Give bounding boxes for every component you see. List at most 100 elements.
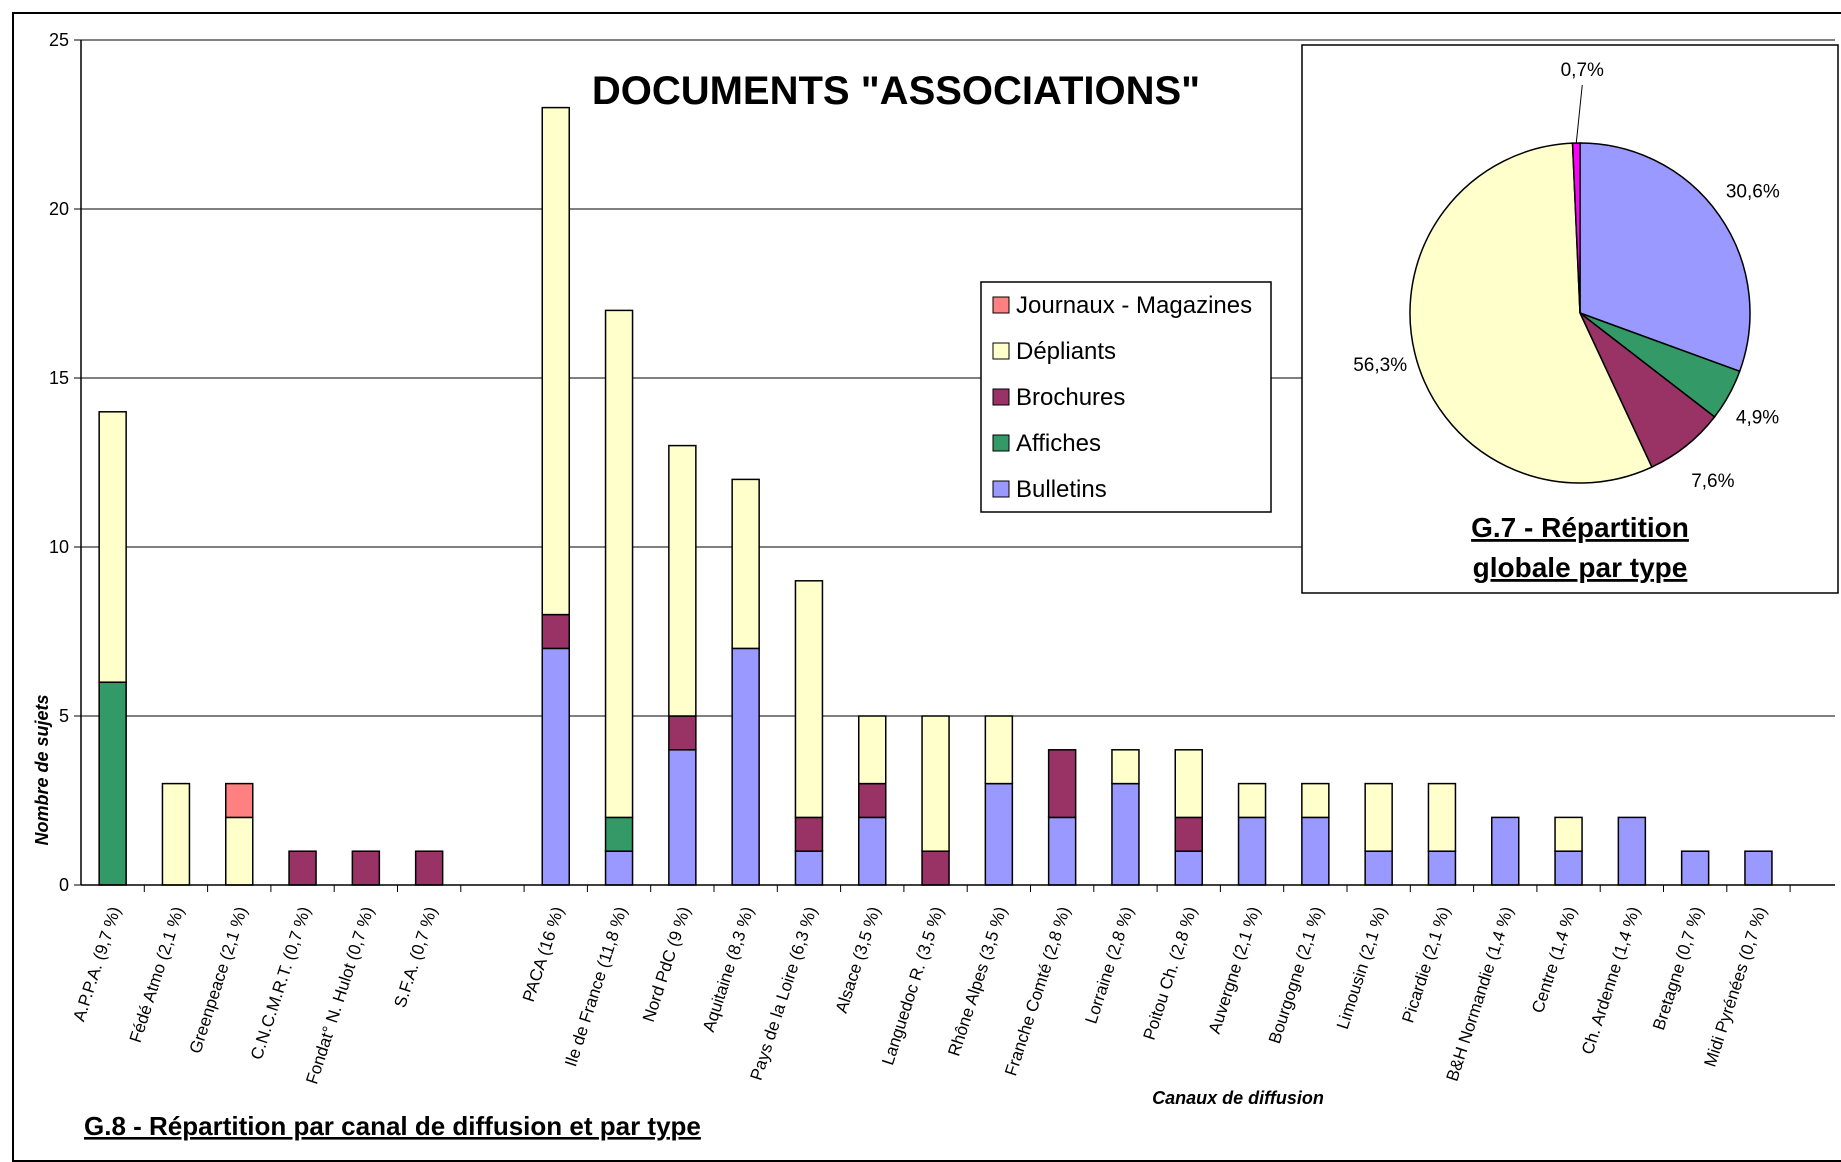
bars [98,106,1773,886]
x-category-label: C.N.C.M.R.T. (0,7 %) [247,904,314,1062]
legend-label: Brochures [1016,384,1125,411]
x-category-label: Languedoc R. (3,5 %) [878,904,947,1067]
legend-swatch [992,296,1010,314]
bar-segment-bulletins [1491,816,1520,886]
bar-segment-bulletins [604,850,634,886]
bar-segment-bulletins [731,647,760,886]
bar-segment-brochures [351,850,381,886]
legend-label: Affiches [1016,430,1101,457]
bar-segment-depliants [1364,782,1393,852]
bar-segment-journaux [225,782,254,819]
bar-segment-brochures [794,816,824,852]
pie-panel: 30,6% 4,9% 7,6% 56,3% 0,7% G.7 - Répartition… [1301,44,1839,594]
bar-segment-bulletins [1111,782,1140,886]
x-category-label: Picardie (2,1 %) [1398,904,1453,1025]
y-tick-label: 15 [49,368,69,388]
bar-segment-depliants [1174,749,1203,819]
bar-segment-brochures [858,782,887,819]
g7-caption-line2: globale par type [1473,552,1688,583]
y-tick-label: 25 [49,30,69,50]
bar-segment-bulletins [1174,850,1203,886]
bar-segment-depliants [1427,782,1457,852]
bar-segment-depliants [1301,782,1330,819]
bar-segment-affiches [98,681,127,886]
bar-segment-depliants [858,715,887,785]
x-category-label: B&H Normandie (1,4 %) [1443,904,1517,1083]
chart-title: DOCUMENTS "ASSOCIATIONS" [592,69,1200,113]
bar-segment-bulletins [541,647,570,886]
pie-data-label: 30,6% [1726,181,1780,202]
bar-segment-bulletins [1427,850,1457,886]
pie-data-label: 7,6% [1691,471,1734,492]
x-category-label: Bourgogne (2,1 %) [1265,904,1327,1046]
bar-segment-depliants [984,715,1014,785]
bar-segment-brochures [1047,749,1077,819]
legend-label: Journaux - Magazines [1016,292,1252,319]
bar-segment-bulletins [1237,816,1267,886]
y-tick-label: 0 [59,875,69,895]
bar-segment-affiches [604,816,634,852]
x-category-label: Pays de la Loire (6,3 %) [747,904,821,1082]
x-category-label: Poitou Ch. (2,8 %) [1140,904,1201,1042]
bar-segment-brochures [668,715,697,751]
bar-segment-bulletins [984,782,1014,886]
x-category-label: Franche Comté (2,8 %) [1001,904,1074,1078]
y-tick-labels: 0 5 10 15 20 25 [49,30,69,895]
x-category-label: Alsace (3,5 %) [832,904,884,1015]
x-category-label: Midi Pyrénées (0,7 %) [1701,904,1771,1069]
x-category-label: Fédé Atmo (2,1 %) [126,904,188,1045]
x-category-label: Bretagne (0,7 %) [1649,904,1707,1032]
bar-segment-depliants [1237,782,1267,819]
x-category-label: S.F.A. (0,7 %) [390,904,440,1010]
legend-box [980,281,1272,513]
bar-segment-brochures [541,613,570,650]
bar-segment-brochures [921,850,950,886]
bar-segment-depliants [1554,816,1583,852]
bar-segment-bulletins [1364,850,1393,886]
legend-swatch [992,388,1010,406]
x-category-label: Nord PdC (9 %) [639,904,694,1024]
legend-swatch [992,434,1010,452]
bar-segment-bulletins [668,749,697,886]
bar-segment-depliants [731,478,760,650]
bar-segment-bulletins [1301,816,1330,886]
x-category-label: Lorraine (2,8 %) [1082,904,1138,1026]
bar-segment-brochures [1174,816,1203,852]
pie-slice-pie_other [1571,142,1581,314]
legend-swatch [992,342,1010,360]
legend-label: Dépliants [1016,338,1116,365]
pie-data-label: 4,9% [1736,407,1779,428]
y-axis-title: Nombre de sujets [32,694,52,845]
y-tick-label: 10 [49,537,69,557]
pie-data-label: 56,3% [1353,355,1407,376]
x-category-labels: A.P.P.A. (9,7 %) Fédé Atmo (2,1 %)Greenpe… [69,904,1770,1086]
g7-caption-line1: G.7 - Répartition [1471,512,1689,543]
x-category-label: A.P.P.A. (9,7 %) [69,904,124,1023]
y-tick-label: 20 [49,199,69,219]
axes [80,40,1835,892]
legend: Journaux - Magazines Dépliants Brochures Af… [980,281,1272,513]
bar-segment-bulletins [1554,850,1583,886]
bar-segment-bulletins [1617,816,1647,886]
x-category-label: Rhône Alpes (3,5 %) [944,904,1010,1058]
x-category-label: Fondat° N. Hulot (0,7 %) [302,904,377,1086]
x-category-label: Limousin (2,1 %) [1333,904,1390,1031]
bar-segment-bulletins [1047,816,1077,886]
g8-caption: G.8 - Répartition par canal de diffusion… [84,1111,701,1141]
legend-label: Bulletins [1016,476,1107,503]
pie-leader-line [1575,84,1583,144]
bar-segment-depliants [668,444,697,717]
bar-segment-depliants [921,715,950,852]
bar-segment-bulletins [858,816,887,886]
bar-segment-bulletins [1744,850,1773,886]
bar-segment-bulletins [1680,850,1710,886]
bar-segment-depliants [794,580,824,819]
bar-segment-depliants [161,782,191,886]
y-tick-label: 5 [59,706,69,726]
x-category-label: Ch. Ardenne (1,4 %) [1578,904,1644,1056]
x-category-label: Auvergne (2,1 %) [1205,904,1264,1036]
bar-segment-depliants [541,106,570,616]
bar-segment-brochures [288,850,317,886]
pie-data-label: 0,7% [1561,60,1604,81]
